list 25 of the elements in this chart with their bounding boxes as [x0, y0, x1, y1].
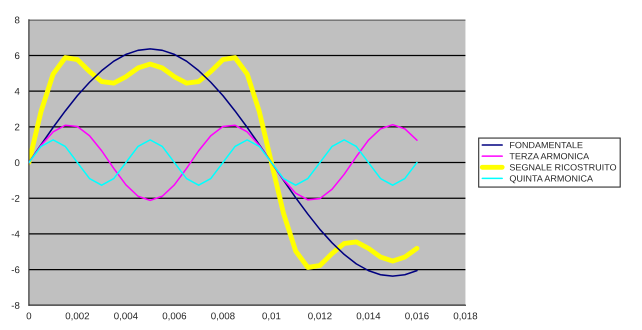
y-tick-label: 0 [14, 159, 20, 166]
x-tick-label: 0,014 [356, 312, 380, 320]
y-tick-label: -8 [12, 302, 20, 309]
y-tick-label: -2 [12, 194, 20, 202]
y-tick-label: -6 [12, 266, 20, 274]
x-tick-label: 0 [26, 312, 32, 320]
legend-label: FONDAMENTALE [510, 142, 583, 148]
x-tick-label: 0,018 [454, 312, 478, 320]
x-tick-label: 0,004 [114, 312, 138, 320]
x-tick-label: 0,002 [66, 312, 90, 320]
x-tick-label: 0,01 [262, 312, 280, 320]
y-tick-label: -4 [12, 230, 20, 238]
y-tick-label: 8 [14, 16, 20, 24]
x-tick-label: 0,006 [162, 312, 186, 320]
legend-label: TERZA ARMONICA [510, 152, 590, 160]
y-tick-label: 4 [14, 88, 20, 95]
x-tick-label: 0,012 [308, 312, 332, 320]
legend-label: QUINTA ARMONICA [510, 175, 593, 184]
line-series [28, 124, 418, 202]
y-tick-label: 2 [14, 124, 20, 130]
x-tick-label: 0,008 [211, 312, 235, 320]
x-tick-label: 0,016 [405, 312, 429, 320]
legend-label: SEGNALE RICOSTRUITO [510, 164, 616, 171]
y-tick-label: 6 [14, 52, 20, 60]
line-series [28, 139, 418, 186]
